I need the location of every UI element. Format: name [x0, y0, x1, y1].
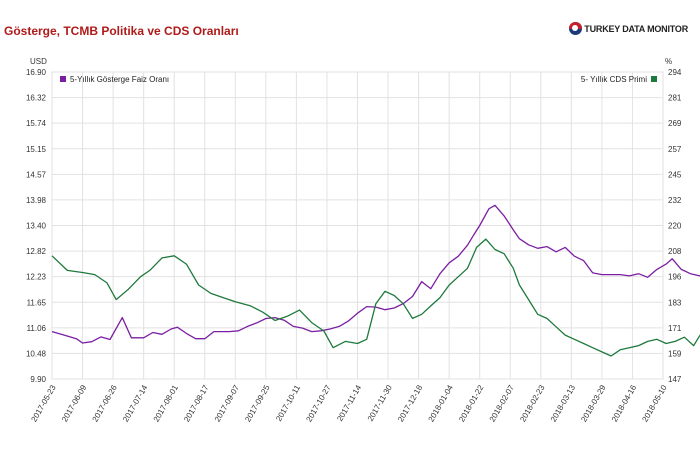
y-right-tick-label: 220 — [668, 222, 682, 231]
x-tick-label: 2017-06-26 — [91, 383, 120, 423]
legend-swatch-cds — [651, 76, 657, 82]
brand-logo: TURKEY DATA MONITOR — [569, 22, 688, 35]
y-right-tick-label: 269 — [668, 119, 682, 128]
legend-swatch-bond-yield — [60, 76, 66, 82]
x-tick-label: 2018-02-07 — [488, 383, 517, 423]
x-tick-label: 2018-03-13 — [549, 383, 578, 423]
brand-name: TURKEY DATA MONITOR — [584, 23, 688, 34]
y-left-tick-label: 12.23 — [26, 273, 47, 282]
x-tick-label: 2017-08-01 — [152, 383, 181, 423]
y-left-tick-label: 12.82 — [26, 247, 47, 256]
y-right-tick-label: 183 — [668, 298, 682, 307]
x-tick-label: 2017-08-17 — [182, 383, 211, 423]
x-tick-label: 2017-06-09 — [60, 383, 89, 423]
x-tick-label: 2017-09-25 — [243, 383, 272, 423]
y-left-tick-label: 15.74 — [26, 119, 47, 128]
y-left-tick-label: 11.06 — [27, 324, 47, 333]
globe-icon — [569, 22, 583, 35]
x-tick-label: 2017-07-14 — [121, 383, 150, 423]
y-right-unit-label: % — [665, 57, 672, 66]
x-tick-label: 2017-11-14 — [335, 383, 363, 423]
x-tick-label: 2017-09-07 — [213, 383, 242, 423]
y-left-tick-label: 14.57 — [26, 170, 47, 179]
y-right-tick-label: 159 — [668, 349, 682, 358]
x-tick-label: 2017-11-30 — [366, 383, 394, 423]
y-left-tick-label: 13.40 — [26, 222, 47, 231]
x-tick-label: 2018-03-29 — [579, 383, 608, 423]
series-line-cds — [51, 238, 700, 357]
y-right-tick-label: 281 — [668, 94, 682, 103]
y-left-tick-label: 9.90 — [30, 375, 46, 384]
legend-label-cds: 5- Yıllık CDS Primi — [581, 75, 647, 84]
x-tick-label: 2018-01-22 — [457, 383, 486, 423]
y-right-tick-label: 147 — [668, 375, 682, 384]
y-left-tick-label: 13.98 — [26, 196, 47, 205]
y-right-tick-label: 257 — [668, 145, 682, 154]
x-tick-label: 2017-10-27 — [304, 383, 333, 423]
x-tick-label: 2018-01-04 — [427, 383, 456, 423]
y-right-tick-label: 208 — [668, 247, 682, 256]
x-tick-label: 2018-05-10 — [640, 383, 669, 423]
y-left-unit-label: USD — [30, 57, 47, 66]
y-right-tick-label: 245 — [668, 170, 682, 179]
x-tick-label: 2018-02-23 — [518, 383, 547, 423]
y-left-tick-label: 10.48 — [26, 349, 47, 358]
x-tick-label: 2017-05-23 — [29, 383, 58, 423]
y-left-tick-label: 16.32 — [26, 94, 47, 103]
x-tick-label: 2018-04-16 — [610, 383, 639, 423]
y-right-tick-label: 232 — [668, 196, 682, 205]
y-right-tick-label: 196 — [668, 273, 682, 282]
y-left-tick-label: 11.65 — [27, 298, 47, 307]
y-right-tick-label: 171 — [668, 324, 682, 333]
x-tick-label: 2017-12-18 — [396, 383, 425, 423]
y-right-tick-label: 294 — [668, 68, 682, 77]
chart-title: Gösterge, TCMB Politika ve CDS Oranları — [4, 24, 239, 38]
x-tick-label: 2017-10-11 — [274, 383, 302, 423]
legend-label-bond-yield: 5-Yıllık Gösterge Faiz Oranı — [70, 75, 169, 84]
y-left-tick-label: 16.90 — [26, 68, 47, 77]
y-left-tick-label: 15.15 — [26, 145, 47, 154]
series-line-bond-yield — [51, 204, 700, 344]
